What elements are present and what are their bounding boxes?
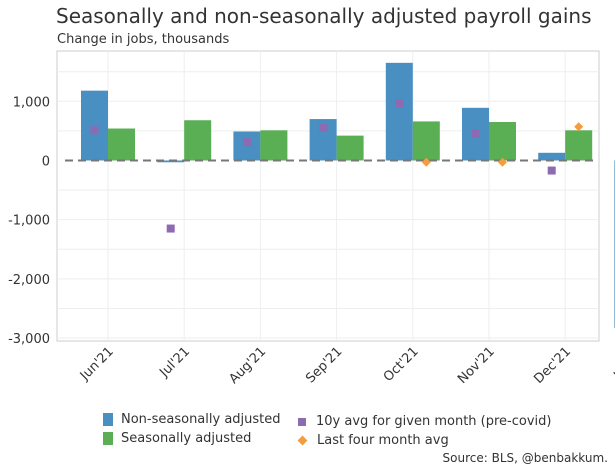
legend-item-nsa: Non-seasonally adjusted <box>103 412 281 427</box>
legend-swatch-avg10y <box>298 417 306 426</box>
legend-label-nsa: Non-seasonally adjusted <box>121 412 281 427</box>
marker-avg10y-6 <box>547 166 556 175</box>
bar-sa-3 <box>336 135 364 161</box>
y-tick-label: 1,000 <box>13 95 50 110</box>
marker-avg10y-5 <box>471 129 480 138</box>
x-tick-label: Oct'21 <box>381 344 422 385</box>
bar-sa-6 <box>565 130 593 161</box>
x-tick-label: Jan'22 <box>611 344 615 384</box>
bar-nsa-0 <box>81 90 108 161</box>
legend-label-sa: Seasonally adjusted <box>121 431 252 446</box>
y-tick-label: -1,000 <box>8 214 50 229</box>
plot-border <box>56 50 600 342</box>
x-tick-label: Dec'21 <box>531 344 574 387</box>
grid-layer <box>56 50 600 342</box>
marker-avg10y-0 <box>90 126 99 135</box>
x-tick-label: Aug'21 <box>226 344 269 387</box>
x-axis-labels: Jun'21 Jul'21 Aug'21 Sep'21 Oct'21 Nov'21 Dec'… <box>77 344 615 387</box>
legend-swatch-nsa <box>103 413 113 426</box>
marker-last4-6 <box>574 122 584 132</box>
bar-sa-0 <box>108 128 135 161</box>
marker-last4-4 <box>421 157 431 167</box>
legend-item-avg10y: 10y avg for given month (pre-covid) <box>298 414 551 429</box>
y-axis-labels: 1,000 0 -1,000 -2,000 -3,000 <box>8 95 50 347</box>
bar-sa-2 <box>260 130 288 161</box>
chart-subtitle: Change in jobs, thousands <box>57 32 230 47</box>
legend-swatch-sa <box>103 432 113 445</box>
x-tick-label: Jul'21 <box>156 344 193 381</box>
chart-title: Seasonally and non-seasonally adjusted p… <box>56 4 592 28</box>
bar-sa-4 <box>412 121 440 161</box>
source-note: Source: BLS, @benbakkum. <box>442 451 608 465</box>
markers-layer <box>90 99 584 233</box>
y-tick-label: -2,000 <box>8 273 50 288</box>
legend-label-avg10y: 10y avg for given month (pre-covid) <box>316 414 552 429</box>
marker-avg10y-3 <box>319 123 328 132</box>
marker-avg10y-1 <box>166 224 175 233</box>
marker-last4-5 <box>498 157 507 167</box>
bar-sa-5 <box>489 122 516 161</box>
bar-nsa-4 <box>385 62 413 161</box>
legend-item-last4: Last four month avg <box>297 433 449 448</box>
x-tick-label: Sep'21 <box>303 344 345 386</box>
legend-label-last4: Last four month avg <box>317 433 449 448</box>
bar-nsa-6 <box>538 152 566 161</box>
marker-avg10y-4 <box>395 99 404 108</box>
legend-item-sa: Seasonally adjusted <box>103 431 251 446</box>
bar-sa-1 <box>184 120 212 161</box>
y-tick-label: -3,000 <box>8 332 50 347</box>
marker-avg10y-2 <box>242 138 251 147</box>
y-tick-label: 0 <box>42 154 50 169</box>
bars-layer <box>81 62 615 328</box>
legend-swatch-last4 <box>297 435 308 446</box>
x-tick-label: Nov'21 <box>455 344 498 387</box>
x-tick-label: Jun'21 <box>77 344 117 384</box>
